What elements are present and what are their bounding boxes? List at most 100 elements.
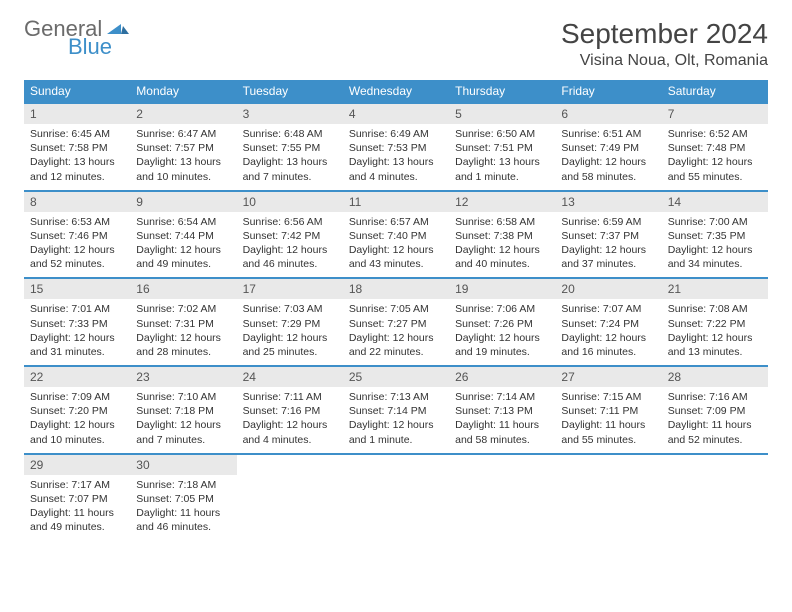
- sunrise-text: Sunrise: 6:52 AM: [668, 127, 762, 141]
- calendar-day-cell: 23Sunrise: 7:10 AMSunset: 7:18 PMDayligh…: [130, 366, 236, 454]
- sunrise-text: Sunrise: 7:09 AM: [30, 390, 124, 404]
- daylight-text: Daylight: 12 hours and 19 minutes.: [455, 331, 549, 359]
- sunrise-text: Sunrise: 6:54 AM: [136, 215, 230, 229]
- day-number: 14: [662, 192, 768, 212]
- sunrise-text: Sunrise: 7:06 AM: [455, 302, 549, 316]
- calendar-day-cell: 2Sunrise: 6:47 AMSunset: 7:57 PMDaylight…: [130, 103, 236, 191]
- daylight-text: Daylight: 12 hours and 22 minutes.: [349, 331, 443, 359]
- sunrise-text: Sunrise: 7:05 AM: [349, 302, 443, 316]
- day-body: Sunrise: 7:15 AMSunset: 7:11 PMDaylight:…: [555, 387, 661, 453]
- calendar-day-cell: 18Sunrise: 7:05 AMSunset: 7:27 PMDayligh…: [343, 278, 449, 366]
- calendar-day-cell: 12Sunrise: 6:58 AMSunset: 7:38 PMDayligh…: [449, 191, 555, 279]
- sunset-text: Sunset: 7:37 PM: [561, 229, 655, 243]
- sunset-text: Sunset: 7:57 PM: [136, 141, 230, 155]
- weekday-header: Wednesday: [343, 80, 449, 103]
- calendar-day-cell: 9Sunrise: 6:54 AMSunset: 7:44 PMDaylight…: [130, 191, 236, 279]
- calendar-day-cell: 21Sunrise: 7:08 AMSunset: 7:22 PMDayligh…: [662, 278, 768, 366]
- day-body: Sunrise: 6:54 AMSunset: 7:44 PMDaylight:…: [130, 212, 236, 278]
- sunset-text: Sunset: 7:38 PM: [455, 229, 549, 243]
- sunrise-text: Sunrise: 7:18 AM: [136, 478, 230, 492]
- month-title: September 2024: [561, 18, 768, 50]
- sunset-text: Sunset: 7:44 PM: [136, 229, 230, 243]
- sunrise-text: Sunrise: 6:51 AM: [561, 127, 655, 141]
- calendar-day-cell: 8Sunrise: 6:53 AMSunset: 7:46 PMDaylight…: [24, 191, 130, 279]
- sunrise-text: Sunrise: 7:00 AM: [668, 215, 762, 229]
- daylight-text: Daylight: 12 hours and 28 minutes.: [136, 331, 230, 359]
- daylight-text: Daylight: 11 hours and 52 minutes.: [668, 418, 762, 446]
- sunrise-text: Sunrise: 6:45 AM: [30, 127, 124, 141]
- daylight-text: Daylight: 12 hours and 25 minutes.: [243, 331, 337, 359]
- calendar-day-cell: [555, 454, 661, 541]
- calendar-table: SundayMondayTuesdayWednesdayThursdayFrid…: [24, 80, 768, 540]
- sunrise-text: Sunrise: 7:14 AM: [455, 390, 549, 404]
- day-number: 26: [449, 367, 555, 387]
- calendar-week-row: 8Sunrise: 6:53 AMSunset: 7:46 PMDaylight…: [24, 191, 768, 279]
- daylight-text: Daylight: 11 hours and 46 minutes.: [136, 506, 230, 534]
- daylight-text: Daylight: 12 hours and 58 minutes.: [561, 155, 655, 183]
- calendar-day-cell: 4Sunrise: 6:49 AMSunset: 7:53 PMDaylight…: [343, 103, 449, 191]
- day-number: 12: [449, 192, 555, 212]
- day-body: Sunrise: 6:47 AMSunset: 7:57 PMDaylight:…: [130, 124, 236, 190]
- calendar-day-cell: 28Sunrise: 7:16 AMSunset: 7:09 PMDayligh…: [662, 366, 768, 454]
- daylight-text: Daylight: 12 hours and 46 minutes.: [243, 243, 337, 271]
- day-number: 2: [130, 104, 236, 124]
- calendar-week-row: 29Sunrise: 7:17 AMSunset: 7:07 PMDayligh…: [24, 454, 768, 541]
- calendar-day-cell: 29Sunrise: 7:17 AMSunset: 7:07 PMDayligh…: [24, 454, 130, 541]
- calendar-day-cell: 5Sunrise: 6:50 AMSunset: 7:51 PMDaylight…: [449, 103, 555, 191]
- sunset-text: Sunset: 7:31 PM: [136, 317, 230, 331]
- day-body: Sunrise: 7:13 AMSunset: 7:14 PMDaylight:…: [343, 387, 449, 453]
- daylight-text: Daylight: 12 hours and 1 minute.: [349, 418, 443, 446]
- day-number: 30: [130, 455, 236, 475]
- logo: General Blue: [24, 18, 129, 58]
- calendar-day-cell: 20Sunrise: 7:07 AMSunset: 7:24 PMDayligh…: [555, 278, 661, 366]
- day-body: Sunrise: 7:06 AMSunset: 7:26 PMDaylight:…: [449, 299, 555, 365]
- calendar-week-row: 22Sunrise: 7:09 AMSunset: 7:20 PMDayligh…: [24, 366, 768, 454]
- day-number: 21: [662, 279, 768, 299]
- sunset-text: Sunset: 7:16 PM: [243, 404, 337, 418]
- calendar-day-cell: 27Sunrise: 7:15 AMSunset: 7:11 PMDayligh…: [555, 366, 661, 454]
- daylight-text: Daylight: 13 hours and 12 minutes.: [30, 155, 124, 183]
- daylight-text: Daylight: 11 hours and 49 minutes.: [30, 506, 124, 534]
- day-body: Sunrise: 7:11 AMSunset: 7:16 PMDaylight:…: [237, 387, 343, 453]
- day-body: Sunrise: 7:03 AMSunset: 7:29 PMDaylight:…: [237, 299, 343, 365]
- sunrise-text: Sunrise: 7:07 AM: [561, 302, 655, 316]
- day-number: 4: [343, 104, 449, 124]
- day-number: 10: [237, 192, 343, 212]
- daylight-text: Daylight: 12 hours and 37 minutes.: [561, 243, 655, 271]
- day-body: Sunrise: 6:51 AMSunset: 7:49 PMDaylight:…: [555, 124, 661, 190]
- sunrise-text: Sunrise: 7:17 AM: [30, 478, 124, 492]
- sunset-text: Sunset: 7:40 PM: [349, 229, 443, 243]
- sunrise-text: Sunrise: 7:15 AM: [561, 390, 655, 404]
- day-number: 3: [237, 104, 343, 124]
- day-number: 27: [555, 367, 661, 387]
- header: General Blue September 2024 Visina Noua,…: [24, 18, 768, 70]
- day-body: Sunrise: 6:48 AMSunset: 7:55 PMDaylight:…: [237, 124, 343, 190]
- day-body: Sunrise: 6:59 AMSunset: 7:37 PMDaylight:…: [555, 212, 661, 278]
- sunset-text: Sunset: 7:29 PM: [243, 317, 337, 331]
- calendar-day-cell: 7Sunrise: 6:52 AMSunset: 7:48 PMDaylight…: [662, 103, 768, 191]
- sunrise-text: Sunrise: 7:16 AM: [668, 390, 762, 404]
- day-number: 1: [24, 104, 130, 124]
- sunrise-text: Sunrise: 7:13 AM: [349, 390, 443, 404]
- calendar-week-row: 1Sunrise: 6:45 AMSunset: 7:58 PMDaylight…: [24, 103, 768, 191]
- day-body: Sunrise: 6:45 AMSunset: 7:58 PMDaylight:…: [24, 124, 130, 190]
- sunrise-text: Sunrise: 6:49 AM: [349, 127, 443, 141]
- daylight-text: Daylight: 11 hours and 55 minutes.: [561, 418, 655, 446]
- daylight-text: Daylight: 12 hours and 31 minutes.: [30, 331, 124, 359]
- calendar-day-cell: 25Sunrise: 7:13 AMSunset: 7:14 PMDayligh…: [343, 366, 449, 454]
- calendar-day-cell: 11Sunrise: 6:57 AMSunset: 7:40 PMDayligh…: [343, 191, 449, 279]
- day-number: 9: [130, 192, 236, 212]
- day-number: 11: [343, 192, 449, 212]
- daylight-text: Daylight: 12 hours and 10 minutes.: [30, 418, 124, 446]
- sunset-text: Sunset: 7:20 PM: [30, 404, 124, 418]
- sunset-text: Sunset: 7:53 PM: [349, 141, 443, 155]
- day-body: Sunrise: 7:17 AMSunset: 7:07 PMDaylight:…: [24, 475, 130, 541]
- day-body: Sunrise: 6:53 AMSunset: 7:46 PMDaylight:…: [24, 212, 130, 278]
- sunrise-text: Sunrise: 7:08 AM: [668, 302, 762, 316]
- weekday-header: Thursday: [449, 80, 555, 103]
- sunrise-text: Sunrise: 6:59 AM: [561, 215, 655, 229]
- daylight-text: Daylight: 12 hours and 4 minutes.: [243, 418, 337, 446]
- sunset-text: Sunset: 7:35 PM: [668, 229, 762, 243]
- sunrise-text: Sunrise: 6:48 AM: [243, 127, 337, 141]
- calendar-day-cell: [343, 454, 449, 541]
